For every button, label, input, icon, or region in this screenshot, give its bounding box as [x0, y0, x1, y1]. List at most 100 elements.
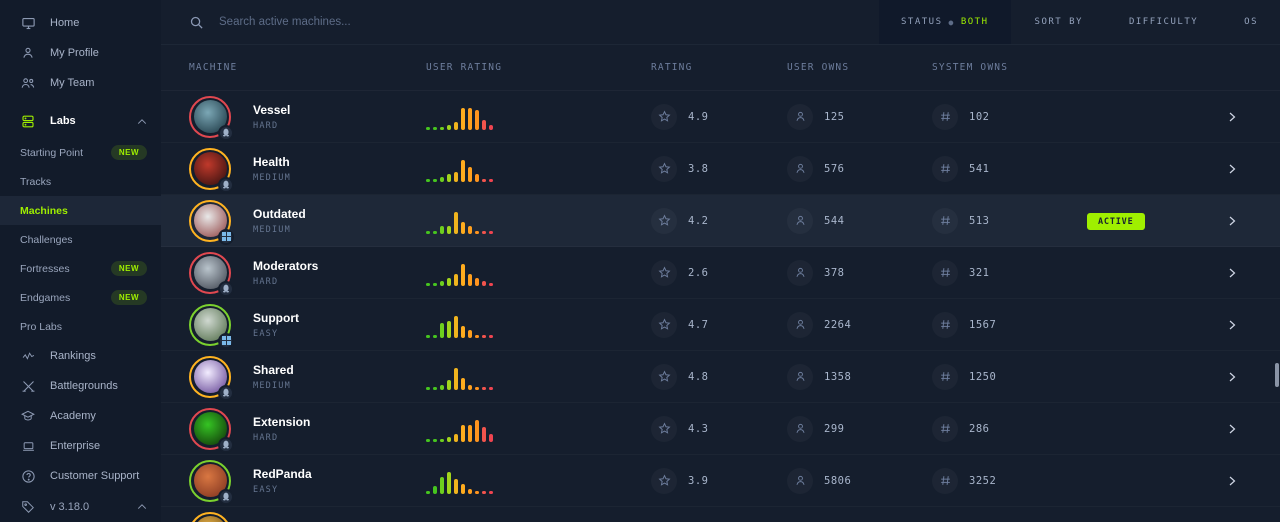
sidebar-item-fortresses[interactable]: Fortresses NEW [0, 254, 161, 283]
sidebar-item-endgames[interactable]: Endgames NEW [0, 283, 161, 312]
histogram-bar [440, 126, 444, 130]
linux-icon [222, 440, 230, 449]
system-owns-cell: 286 [932, 416, 1087, 442]
machine-name: Extension [253, 414, 311, 429]
chevron-right-icon [1226, 267, 1238, 279]
new-badge: NEW [110, 145, 147, 160]
sidebar-item-pro-labs[interactable]: Pro Labs [0, 312, 161, 341]
machine-cell: Vessel HARD [189, 95, 426, 141]
histogram-bar [468, 384, 472, 390]
machine-row[interactable]: Support EASY 4.7 2264 1567 [161, 299, 1280, 351]
sidebar-item-home[interactable]: Home [0, 8, 161, 38]
row-chevron[interactable] [1222, 267, 1280, 279]
histogram-bar [489, 282, 493, 286]
sidebar-item-label: Challenges [20, 233, 73, 246]
linux-icon [222, 388, 230, 397]
machine-row[interactable]: Extension HARD 4.3 299 286 [161, 403, 1280, 455]
histogram-bar [489, 490, 493, 494]
machine-row[interactable]: Moderators HARD 2.6 378 321 [161, 247, 1280, 299]
user-owns-cell: 1358 [787, 364, 932, 390]
machine-row[interactable]: Shared MEDIUM 4.8 1358 1250 [161, 351, 1280, 403]
sidebar-item-my-team[interactable]: My Team [0, 68, 161, 98]
histogram-bar [433, 178, 437, 182]
filter-button-status[interactable]: STATUS ● BOTH [879, 0, 1011, 44]
machine-avatar [189, 199, 234, 245]
sidebar-item-machines[interactable]: Machines [0, 196, 161, 225]
user-rating-histogram [426, 260, 651, 286]
row-chevron[interactable] [1222, 163, 1280, 175]
sidebar-item-my-profile[interactable]: My Profile [0, 38, 161, 68]
histogram-bar [440, 226, 444, 234]
row-chevron[interactable] [1222, 423, 1280, 435]
histogram-bar [482, 334, 486, 338]
sidebar-item-label: Academy [50, 410, 96, 422]
status-cell: ACTIVE [1087, 211, 1222, 231]
help-icon [20, 468, 36, 484]
machine-row[interactable]: Health MEDIUM 3.8 576 541 [161, 143, 1280, 195]
filter-button-sort-by[interactable]: SORT BY [1013, 0, 1105, 44]
sidebar-item-label: Customer Support [50, 470, 140, 482]
histogram-bar [454, 434, 458, 442]
histogram-bar [433, 126, 437, 130]
sidebar-item-challenges[interactable]: Challenges [0, 225, 161, 254]
version-selector[interactable]: v 3.18.0 [0, 491, 161, 522]
histogram-bar [468, 167, 472, 182]
machine-difficulty: EASY [253, 328, 279, 339]
histogram-bar [461, 424, 465, 442]
machine-row[interactable]: RedPanda EASY 3.9 5806 3252 [161, 455, 1280, 507]
search-input[interactable] [219, 16, 539, 28]
user-rating-histogram [426, 208, 651, 234]
histogram-bar [468, 330, 472, 338]
filter-label: OS [1244, 17, 1258, 27]
machine-row[interactable] [161, 507, 1280, 522]
sidebar-item-labs[interactable]: Labs [0, 104, 161, 138]
row-chevron[interactable] [1222, 371, 1280, 383]
hash-icon [932, 260, 958, 286]
histogram-bar [454, 367, 458, 390]
machine-difficulty: HARD [253, 120, 279, 131]
rating-cell: 4.2 [651, 208, 787, 234]
machine-cell: RedPanda EASY [189, 459, 426, 505]
sidebar-item-label: Starting Point [20, 146, 84, 159]
scrollbar-thumb[interactable] [1275, 363, 1279, 387]
main-content: STATUS ● BOTH SORT BY DIFFICULTY OS MACHINE US… [161, 0, 1280, 522]
machine-avatar [189, 355, 234, 401]
system-owns-cell: 513 [932, 208, 1087, 234]
histogram-bar [440, 438, 444, 442]
system-owns-cell: 1250 [932, 364, 1087, 390]
row-chevron[interactable] [1222, 215, 1280, 227]
system-owns-cell: 3252 [932, 468, 1087, 494]
star-icon [651, 260, 677, 286]
histogram-bar [489, 334, 493, 338]
machine-row[interactable]: Outdated MEDIUM 4.2 544 513 ACTIVE [161, 195, 1280, 247]
histogram-bar [475, 490, 479, 494]
sidebar-item-enterprise[interactable]: Enterprise [0, 431, 161, 461]
user-icon [787, 312, 813, 338]
hash-icon [932, 104, 958, 130]
user-owns-cell: 2264 [787, 312, 932, 338]
sidebar-item-customer-support[interactable]: Customer Support [0, 461, 161, 491]
sidebar-item-academy[interactable]: Academy [0, 401, 161, 431]
user-owns-cell: 5806 [787, 468, 932, 494]
rating-cell: 3.8 [651, 156, 787, 182]
version-label: v 3.18.0 [50, 500, 90, 513]
machine-row[interactable]: Vessel HARD 4.9 125 102 [161, 91, 1280, 143]
column-header-machine: MACHINE [189, 62, 238, 73]
star-icon [651, 364, 677, 390]
machine-name: Health [253, 154, 290, 169]
sidebar-item-tracks[interactable]: Tracks [0, 167, 161, 196]
topbar: STATUS ● BOTH SORT BY DIFFICULTY OS [161, 0, 1280, 45]
sidebar-item-rankings[interactable]: Rankings [0, 341, 161, 371]
sidebar-item-starting-point[interactable]: Starting Point NEW [0, 138, 161, 167]
histogram-bar [447, 174, 451, 182]
row-chevron[interactable] [1222, 319, 1280, 331]
machine-list: Vessel HARD 4.9 125 102 [161, 91, 1280, 522]
row-chevron[interactable] [1222, 111, 1280, 123]
filter-button-difficulty[interactable]: DIFFICULTY [1107, 0, 1220, 44]
swords-icon [20, 378, 36, 394]
histogram-bar [475, 386, 479, 390]
row-chevron[interactable] [1222, 475, 1280, 487]
sidebar-item-battlegrounds[interactable]: Battlegrounds [0, 371, 161, 401]
filter-button-os[interactable]: OS [1222, 0, 1280, 44]
star-icon [651, 468, 677, 494]
